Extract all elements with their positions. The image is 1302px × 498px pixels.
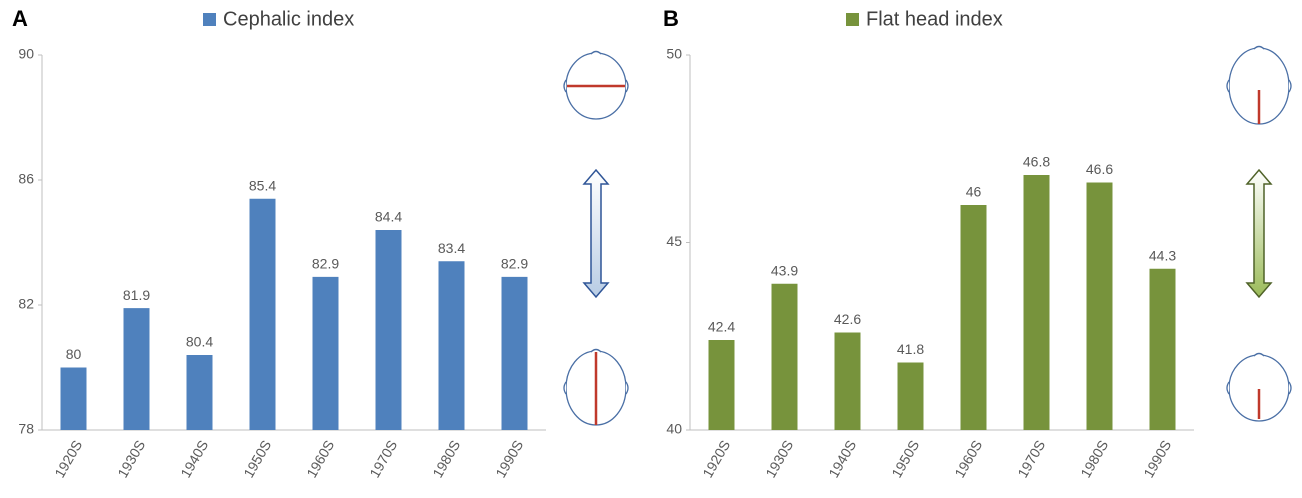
x-tick-label: 1970S	[366, 437, 400, 480]
bar	[187, 355, 213, 430]
bar	[961, 205, 987, 430]
x-tick-label: 1920S	[699, 437, 733, 480]
panel-label: B	[663, 6, 679, 31]
bar	[1087, 183, 1113, 431]
bar	[124, 308, 150, 430]
x-tick-label: 1940S	[825, 437, 859, 480]
bar	[502, 277, 528, 430]
y-tick-label: 86	[18, 171, 34, 187]
legend-swatch	[846, 13, 859, 26]
figure: A Cephalic index 78 82 86 90 1920S 1930S 1940S 19…	[0, 0, 1302, 493]
bar	[772, 284, 798, 430]
x-tick-label: 1930S	[762, 437, 796, 480]
bar	[61, 368, 87, 431]
x-tick-label: 1920S	[51, 437, 85, 480]
y-tick-label: 82	[18, 296, 34, 312]
data-label: 84.4	[375, 209, 402, 225]
data-label: 46	[966, 184, 982, 200]
x-tick-label: 1980S	[429, 437, 463, 480]
x-tick-label: 1930S	[114, 437, 148, 480]
head-icon	[1227, 354, 1291, 422]
x-tick-label: 1950S	[888, 437, 922, 480]
y-tick-label: 50	[666, 46, 682, 62]
x-tick-label: 1940S	[177, 437, 211, 480]
y-tick-label: 45	[666, 233, 682, 249]
data-label: 83.4	[438, 240, 465, 256]
data-label: 82.9	[312, 256, 339, 272]
x-tick-label: 1970S	[1014, 437, 1048, 480]
x-tick-label: 1990S	[492, 437, 526, 480]
data-label: 43.9	[771, 262, 798, 278]
x-tick-label: 1990S	[1140, 437, 1174, 480]
data-label: 42.6	[834, 311, 861, 327]
legend-label: Flat head index	[866, 8, 1003, 30]
legend-label: Cephalic index	[223, 8, 354, 30]
data-label: 44.3	[1149, 247, 1176, 263]
data-label: 81.9	[123, 287, 150, 303]
y-tick-label: 40	[666, 421, 682, 437]
bar	[709, 340, 735, 430]
panel-label: A	[12, 6, 28, 31]
data-label: 85.4	[249, 177, 276, 193]
data-label: 46.6	[1086, 161, 1113, 177]
bar	[376, 230, 402, 430]
data-label: 82.9	[501, 256, 528, 272]
double-arrow	[1247, 170, 1271, 297]
data-label: 80.4	[186, 334, 213, 350]
bar	[898, 363, 924, 431]
head-icon	[1227, 47, 1291, 125]
head-icon	[564, 350, 628, 426]
x-tick-label: 1980S	[1077, 437, 1111, 480]
bar	[835, 333, 861, 431]
y-tick-label: 90	[18, 46, 34, 62]
bar	[439, 261, 465, 430]
bar	[1150, 269, 1176, 430]
data-label: 42.4	[708, 319, 735, 335]
bar	[1024, 175, 1050, 430]
data-label: 46.8	[1023, 154, 1050, 170]
bar	[313, 277, 339, 430]
head-icon	[564, 52, 628, 120]
bar	[250, 199, 276, 430]
y-tick-label: 78	[18, 421, 34, 437]
x-tick-label: 1960S	[303, 437, 337, 480]
legend-swatch	[203, 13, 216, 26]
double-arrow	[584, 170, 608, 297]
data-label: 80	[66, 346, 82, 362]
data-label: 41.8	[897, 341, 924, 357]
x-tick-label: 1960S	[951, 437, 985, 480]
x-tick-label: 1950S	[240, 437, 274, 480]
